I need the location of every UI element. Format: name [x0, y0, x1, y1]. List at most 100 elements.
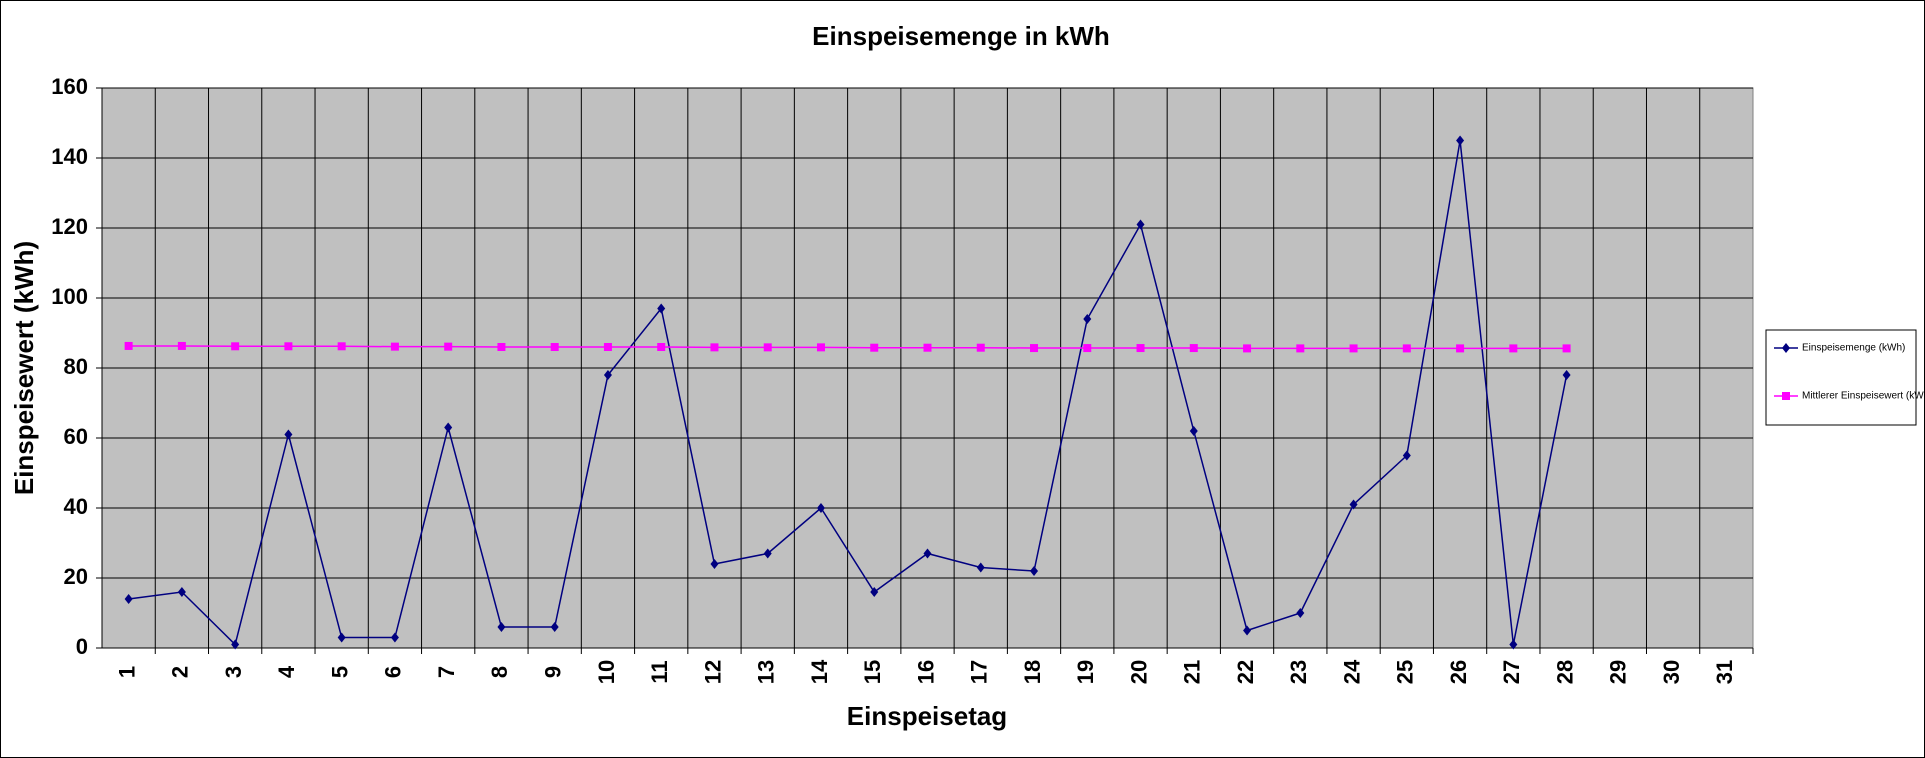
y-tick-label: 20	[64, 564, 88, 589]
x-tick-label: 22	[1233, 660, 1258, 684]
marker	[1402, 450, 1411, 461]
marker	[1509, 344, 1518, 353]
series-line	[128, 345, 1567, 350]
marker	[337, 342, 346, 351]
marker	[124, 594, 133, 604]
marker	[550, 343, 559, 351]
marker	[1296, 608, 1305, 618]
marker	[497, 343, 506, 351]
marker	[177, 341, 186, 350]
x-tick-label: 21	[1180, 660, 1205, 684]
marker	[1562, 370, 1571, 380]
y-tick-label: 120	[51, 214, 88, 239]
marker	[444, 422, 453, 433]
legend-label: Einspeisemenge (kWh)	[1802, 343, 1905, 354]
marker	[976, 562, 985, 573]
y-tick-label: 40	[64, 494, 88, 519]
marker	[1402, 344, 1411, 353]
marker	[1083, 344, 1092, 353]
x-tick-label: 7	[434, 666, 459, 678]
marker	[976, 343, 985, 352]
x-tick-label: 5	[327, 666, 352, 678]
marker	[1030, 344, 1039, 353]
marker	[231, 639, 240, 650]
marker	[444, 342, 453, 351]
marker	[550, 622, 559, 632]
marker	[1189, 426, 1198, 436]
x-tick-label: 26	[1446, 660, 1471, 684]
marker	[1456, 344, 1465, 353]
marker	[710, 559, 719, 569]
x-tick-label: 10	[594, 660, 619, 684]
y-tick-label: 160	[51, 74, 88, 99]
marker	[870, 587, 879, 597]
marker	[497, 622, 506, 632]
marker	[1243, 625, 1252, 636]
marker	[1349, 499, 1358, 510]
marker	[657, 343, 666, 351]
x-tick-label: 17	[967, 660, 992, 684]
y-tick-label: 140	[51, 144, 88, 169]
x-tick-label: 27	[1499, 660, 1524, 684]
marker	[1456, 135, 1465, 146]
marker	[1136, 219, 1145, 230]
marker	[1296, 344, 1305, 353]
x-tick-label: 6	[381, 666, 406, 678]
x-tick-label: 20	[1126, 660, 1151, 684]
marker	[177, 587, 186, 597]
y-tick-label: 0	[76, 634, 88, 659]
marker	[657, 303, 666, 314]
marker	[231, 342, 240, 351]
marker	[1562, 344, 1571, 353]
x-tick-label: 13	[754, 660, 779, 684]
x-tick-label: 11	[647, 660, 672, 683]
x-tick-label: 24	[1339, 659, 1364, 684]
marker	[923, 343, 932, 352]
legend-box	[1765, 329, 1917, 426]
x-tick-label: 2	[168, 666, 193, 678]
x-tick-label: 4	[274, 665, 299, 678]
x-tick-label: 31	[1712, 660, 1737, 684]
x-tick-label: 29	[1606, 660, 1631, 684]
x-tick-label: 14	[807, 659, 832, 684]
x-tick-label: 15	[860, 660, 885, 684]
y-tick-label: 60	[64, 424, 88, 449]
marker	[870, 343, 879, 352]
x-tick-label: 28	[1552, 660, 1577, 684]
x-tick-label: 12	[700, 660, 725, 684]
x-tick-label: 30	[1659, 660, 1684, 684]
marker	[816, 343, 825, 352]
x-tick-label: 8	[487, 666, 512, 678]
marker	[1136, 344, 1145, 353]
y-tick-label: 100	[51, 284, 88, 309]
marker	[923, 548, 932, 559]
marker	[1349, 344, 1358, 353]
x-tick-label: 1	[114, 666, 139, 678]
y-axis-label: Einspeisewert (kWh)	[9, 241, 39, 495]
x-tick-label: 16	[913, 660, 938, 684]
legend-marker	[1782, 392, 1790, 400]
x-tick-label: 18	[1020, 660, 1045, 684]
marker	[816, 503, 825, 513]
x-tick-label: 9	[541, 666, 566, 678]
marker	[390, 632, 399, 643]
legend-marker	[1782, 343, 1790, 353]
series-line	[128, 140, 1568, 646]
marker	[284, 342, 293, 351]
x-axis-label: Einspeisetag	[847, 701, 1007, 731]
marker	[124, 341, 133, 350]
marker	[763, 548, 772, 559]
marker	[390, 342, 399, 351]
x-tick-label: 19	[1073, 660, 1098, 684]
legend-label: Mittlerer Einspeisewert (kWh)	[1802, 391, 1925, 402]
marker	[1030, 566, 1039, 576]
marker	[1189, 344, 1198, 353]
x-tick-label: 23	[1286, 660, 1311, 684]
marker	[1083, 314, 1092, 324]
marker	[1509, 639, 1518, 650]
marker	[603, 370, 612, 380]
x-tick-label: 25	[1393, 660, 1418, 684]
x-tick-label: 3	[221, 666, 246, 678]
marker	[763, 343, 772, 352]
